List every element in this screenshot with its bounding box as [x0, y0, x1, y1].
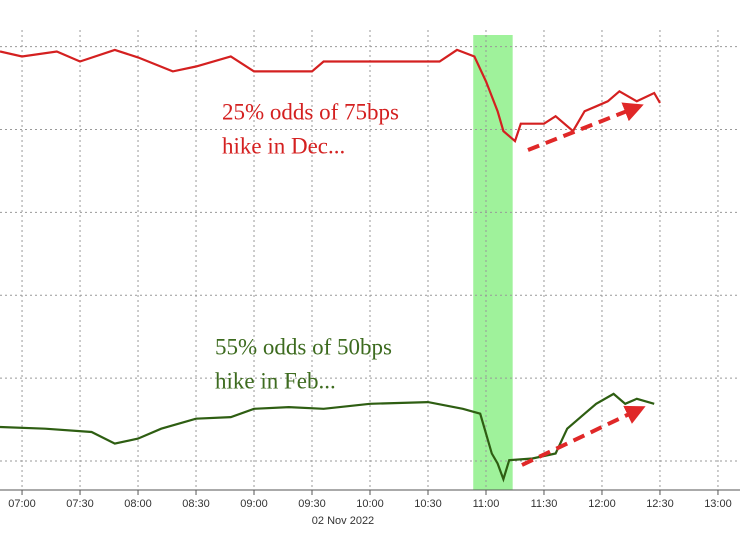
- x-tick-label: 09:30: [298, 498, 326, 510]
- x-tick-label: 10:00: [356, 498, 384, 510]
- annotation: hike in Feb...: [215, 368, 336, 393]
- trend-arrow: [521, 405, 646, 467]
- x-tick-label: 08:30: [182, 498, 210, 510]
- x-tick-label: 12:00: [588, 498, 616, 510]
- x-axis-label: 02 Nov 2022: [312, 515, 374, 527]
- x-tick-label: 13:00: [704, 498, 732, 510]
- x-tick-label: 11:30: [531, 498, 558, 510]
- grid: [0, 30, 740, 490]
- x-tick-label: 07:30: [66, 498, 94, 510]
- annotation: hike in Dec...: [222, 133, 345, 158]
- x-tick-label: 10:30: [414, 498, 442, 510]
- trend-arrow: [527, 102, 644, 152]
- line: [0, 48, 661, 144]
- plot-background: [473, 35, 513, 490]
- x-tick-label: 09:00: [240, 498, 268, 510]
- annotation: 55% odds of 50bps: [215, 334, 392, 359]
- x-tick-label: 12:30: [646, 498, 674, 510]
- x-tick-label: 11:00: [473, 498, 500, 510]
- x-tick-label: 07:00: [8, 498, 36, 510]
- annotation: 25% odds of 75bps: [222, 99, 399, 124]
- line: [0, 392, 655, 483]
- x-tick-label: 08:00: [124, 498, 152, 510]
- series: [0, 48, 661, 483]
- highlight-band: [473, 35, 513, 490]
